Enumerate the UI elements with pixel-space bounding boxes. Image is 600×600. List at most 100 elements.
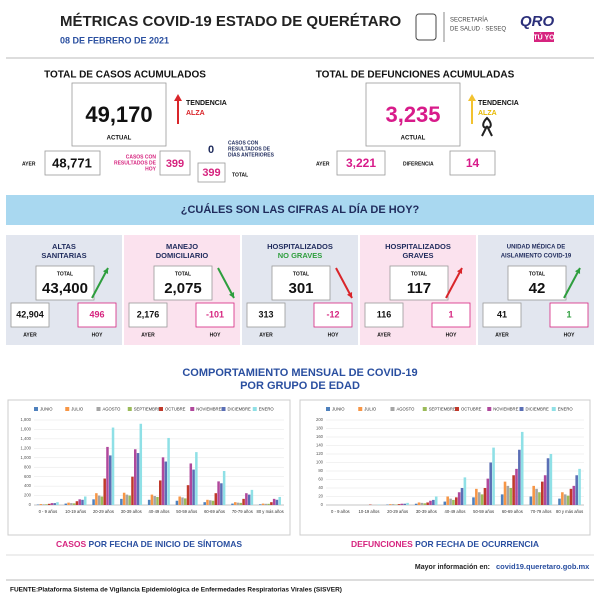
legend-swatch [190, 407, 195, 411]
value-box [507, 265, 567, 301]
card-yesterday: 41 [497, 309, 507, 319]
bar [489, 462, 492, 505]
bar [95, 493, 98, 505]
legend-swatch [487, 407, 492, 411]
trend-arrow [563, 267, 581, 299]
bar [192, 469, 195, 505]
legend-swatch [65, 407, 70, 411]
x-tick-label: 80 y más años [256, 509, 283, 514]
x-tick-label: 0 - 9 años [331, 509, 350, 514]
card-yesterday: 116 [377, 309, 392, 319]
bar [92, 499, 95, 505]
bar [472, 497, 475, 505]
chart-caption: DEFUNCIONES POR FECHA DE OCURRENCIA [351, 539, 539, 549]
value-label: ACTUAL [107, 136, 132, 142]
bar [457, 492, 461, 505]
y-tick-label: 600 [24, 474, 32, 479]
bar [209, 500, 212, 505]
chart-panel [299, 399, 591, 536]
bar [506, 485, 510, 505]
x-tick-label: 60-69 años [204, 509, 225, 514]
value-label: AYER [23, 332, 37, 338]
value-box [449, 150, 496, 176]
card-total: 43,400 [42, 280, 88, 297]
bar [426, 502, 429, 505]
bar [42, 504, 45, 505]
bar [147, 499, 151, 505]
legend-swatch [127, 407, 132, 411]
x-tick-label: 20-29 años [387, 509, 408, 514]
bar [443, 501, 447, 505]
value-box [77, 302, 117, 328]
bar [234, 502, 237, 505]
question: ¿CUÁLES SON LAS CIFRAS AL DÍA DE HOY? [181, 203, 420, 216]
x-tick-label: 60-69 años [502, 509, 523, 514]
value-label: AYER [22, 161, 36, 167]
legend-label: AGOSTO [103, 407, 122, 412]
bar [403, 503, 406, 505]
bar [122, 492, 126, 505]
legend-swatch [34, 407, 38, 411]
bar [195, 452, 198, 505]
trend-arrow [335, 267, 353, 299]
value-label: DIFERENCIA [403, 161, 434, 167]
card-total: 2,075 [164, 280, 202, 297]
bar [247, 494, 251, 505]
value-label: HOY [328, 332, 340, 338]
y-tick-label: 80 [318, 468, 323, 473]
card-title: HOSPITALIZADOS [267, 242, 333, 251]
value-box [153, 265, 213, 301]
bar [532, 485, 535, 505]
y-tick-label: 200 [24, 493, 32, 498]
bar [181, 497, 184, 505]
x-tick-label: 30-39 años [416, 509, 437, 514]
bar [406, 502, 409, 505]
bar [518, 449, 521, 505]
legend-swatch [422, 407, 427, 411]
y-tick-label: 1,600 [21, 427, 32, 432]
bar [139, 423, 143, 505]
bar [538, 492, 541, 505]
bar [211, 500, 215, 505]
bar [50, 503, 54, 505]
value-box [10, 302, 50, 328]
bar [236, 502, 240, 505]
card-yesterday: 2,176 [137, 309, 160, 319]
source-label: FUENTE: [10, 587, 38, 594]
bar [100, 496, 104, 505]
bar [455, 497, 458, 505]
bar [161, 457, 165, 505]
website-link[interactable]: covid19.queretaro.gob.mx [496, 562, 590, 571]
y-tick-label: 20 [318, 494, 323, 499]
bar [446, 496, 449, 505]
bar [134, 449, 137, 505]
trend-arrow-head [228, 292, 235, 298]
y-tick-label: 1,200 [21, 445, 32, 450]
legend-label: JULIO [71, 407, 84, 412]
y-tick-label: 120 [316, 451, 324, 456]
bar [153, 496, 156, 505]
legend-label: SEPTIEMBRE [134, 407, 161, 412]
value-box [44, 150, 101, 176]
value-box [313, 302, 353, 328]
bar [529, 496, 533, 505]
legend-label: SEPTIEMBRE [429, 407, 456, 412]
caption-part: CASOS [56, 539, 87, 549]
bar [535, 488, 538, 505]
section-title: TOTAL DE CASOS ACUMULADOS [44, 70, 206, 81]
card-title: UNIDAD MÉDICA DE [507, 243, 565, 251]
card-title: HOSPITALIZADOS [385, 242, 451, 251]
bar [420, 502, 424, 505]
bar [561, 492, 564, 505]
state-logo [415, 13, 437, 41]
card-title: ALTAS [52, 242, 76, 251]
y-tick-label: 1,000 [21, 455, 32, 460]
y-tick-label: 140 [316, 443, 324, 448]
x-tick-label: 10-19 años [359, 509, 380, 514]
value-label: ACTUAL [401, 136, 426, 142]
value-box [364, 302, 404, 328]
card-title: SANITARIAS [41, 251, 86, 260]
bar [546, 458, 550, 505]
value-box [549, 302, 589, 328]
bar [109, 455, 112, 505]
